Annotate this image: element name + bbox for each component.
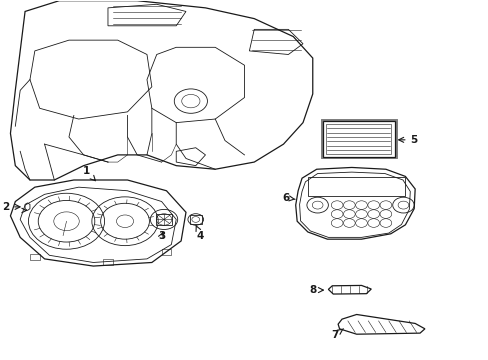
Text: 1: 1: [82, 166, 95, 181]
Bar: [322, 121, 394, 157]
Text: 5: 5: [398, 135, 417, 145]
Bar: [307, 177, 405, 196]
Bar: [103, 259, 113, 265]
Text: 8: 8: [308, 285, 323, 295]
Text: 3: 3: [158, 231, 165, 240]
Bar: [30, 254, 40, 260]
Bar: [321, 120, 395, 157]
Text: 2: 2: [2, 202, 20, 212]
Text: 7: 7: [330, 329, 343, 340]
Bar: [161, 249, 171, 255]
Text: 6: 6: [282, 193, 295, 203]
Bar: [320, 120, 396, 158]
Text: 4: 4: [196, 225, 204, 240]
Bar: [326, 124, 390, 154]
